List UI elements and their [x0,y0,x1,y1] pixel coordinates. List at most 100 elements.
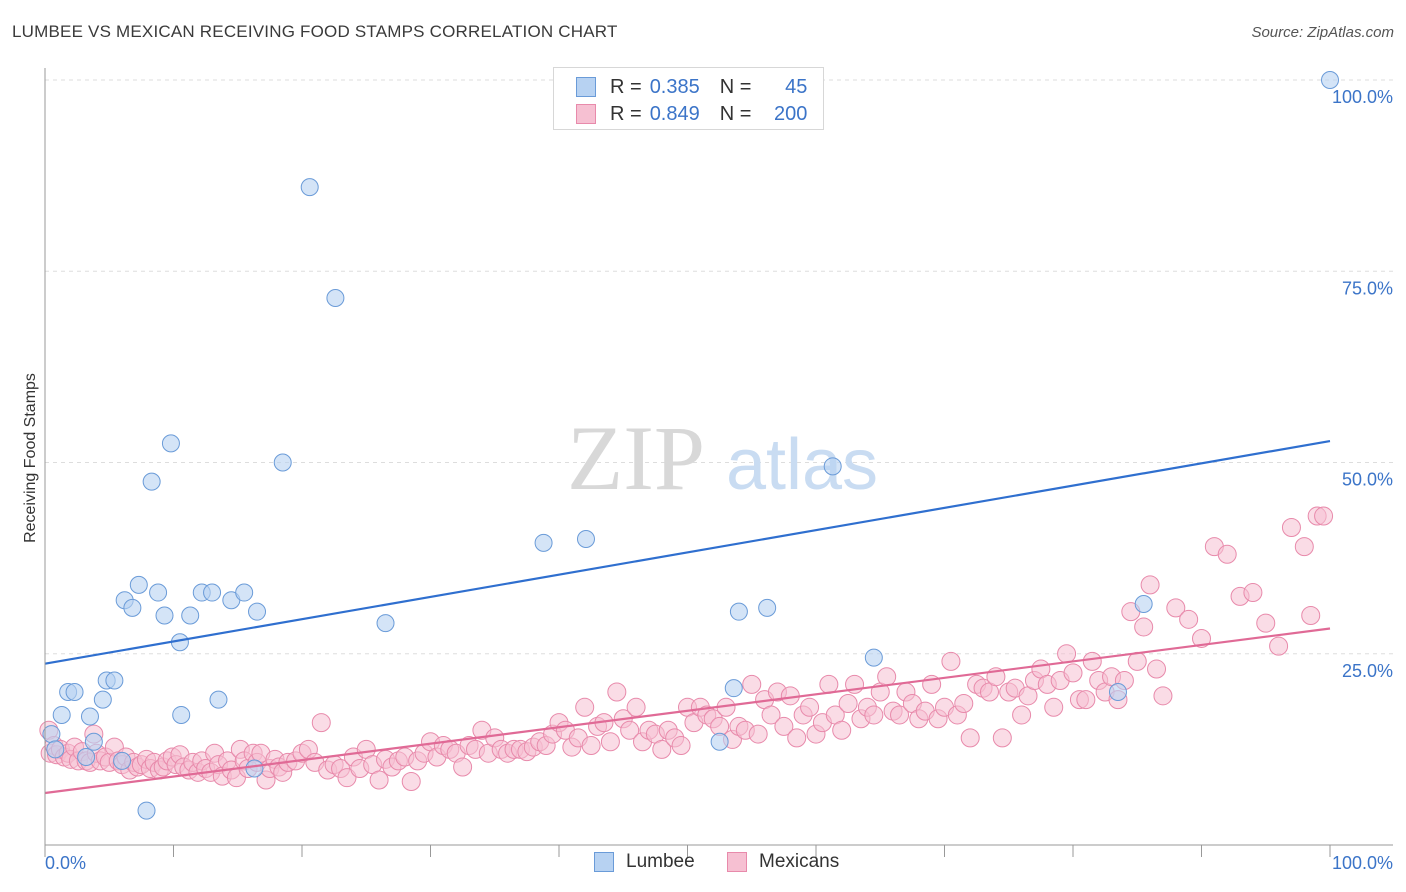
mexicans-point [1076,690,1096,710]
mexicans-point [1057,644,1077,664]
lumbee-point [113,751,132,770]
stats-legend: R = 0.385 N = 45 R = 0.849 N = 200 [553,67,824,130]
lumbee-point [129,575,148,594]
y-tick-label: 75.0% [1342,278,1393,298]
mexicans-point [838,693,858,713]
mexicans-point [1153,686,1173,706]
lumbee-point [326,289,345,308]
mexicans-point [401,772,421,792]
mexicans-point [575,697,595,717]
n-label: N = [719,75,752,98]
mexicans-point [1294,537,1314,557]
mexicans-point [311,713,331,733]
mexicans-point [864,705,884,725]
lumbee-point [80,707,99,726]
lumbee-point [758,598,777,617]
lumbee-point [248,602,267,621]
lumbee-point [724,679,743,698]
legend-label-lumbee: Lumbee [626,851,695,872]
lumbee-point [1108,683,1127,701]
legend-row-mexicans: R = 0.849 N = 200 [576,101,807,127]
lumbee-point [376,614,395,633]
mexicans-point [1134,617,1154,637]
mexicans-point [1012,705,1032,725]
mexicans-point [1179,609,1199,629]
mexicans-point [832,720,852,740]
lumbee-point [864,648,883,667]
mexicans-point [992,728,1012,748]
lumbee-point [84,732,103,751]
lumbee-point [209,690,228,709]
lumbee-point [172,705,191,724]
source-label: Source: ZipAtlas.com [1251,24,1394,41]
mexicans-points [39,506,1334,792]
lumbee-point [1321,71,1339,89]
mexicans-point [1314,506,1334,526]
lumbee-point [710,732,729,751]
lumbee-point [77,748,96,767]
lumbee-point [245,759,264,778]
mexicans-point [1044,697,1064,717]
legend-row-lumbee: R = 0.385 N = 45 [576,74,807,100]
lumbee-point [123,598,142,617]
mexicans-trend-line [44,627,1331,795]
watermark-zip: ZIP [567,407,705,509]
mexicans-point [1147,659,1167,679]
lumbee-n-value: 45 [785,75,808,98]
lumbee-point [300,178,319,197]
mexicans-point [742,674,762,694]
grid-layer [45,79,1393,655]
mexicans-point [1063,663,1083,683]
lumbee-point [823,457,842,476]
mexicans-point [600,732,620,752]
lumbee-r-value: 0.385 [649,75,700,98]
mexicans-point [774,716,794,736]
lumbee-point [155,606,174,625]
lumbee-point [52,705,71,724]
mexicans-point [1140,575,1160,595]
lumbee-point [93,690,112,709]
lumbee-point [576,530,595,548]
mexicans-swatch [727,852,747,872]
lumbee-swatch [576,77,596,97]
mexicans-point [337,768,357,788]
lumbee-point [534,533,553,552]
lumbee-point [235,583,254,602]
mexicans-point [960,728,980,748]
mexicans-point [1281,518,1301,538]
mexicans-point [800,697,820,717]
mexicans-point [671,736,691,756]
mexicans-point [748,724,768,744]
mexicans-point [1166,598,1186,618]
lumbee-point [161,434,180,453]
mexicans-point [761,705,781,725]
mexicans-n-value: 200 [774,102,808,125]
legend-item-lumbee[interactable]: Lumbee [594,851,695,873]
lumbee-point [149,583,168,602]
x-tick-label: 0.0% [45,853,86,873]
mexicans-point [890,705,910,725]
lumbee-point [46,740,65,759]
y-tick-label: 25.0% [1342,661,1393,681]
lumbee-point [142,472,161,491]
lumbee-trend-line [44,439,1331,665]
mexicans-point [652,739,672,759]
legend-item-mexicans[interactable]: Mexicans [727,851,839,873]
watermark-atlas: atlas [726,425,878,505]
legend-label-mexicans: Mexicans [759,851,840,872]
mexicans-point [787,728,807,748]
trend-lines [44,439,1331,795]
lumbee-point [181,606,200,625]
mexicans-point [1217,544,1237,564]
x-tick-label: 100.0% [1332,853,1393,873]
mexicans-point [453,757,473,777]
mexicans-point [1243,583,1263,603]
lumbee-point [105,671,124,690]
lumbee-swatch [594,852,614,872]
lumbee-point [729,602,748,621]
mexicans-point [819,674,839,694]
mexicans-swatch [576,104,596,124]
series-legend: Lumbee Mexicans [0,851,1406,877]
lumbee-point [273,453,292,472]
